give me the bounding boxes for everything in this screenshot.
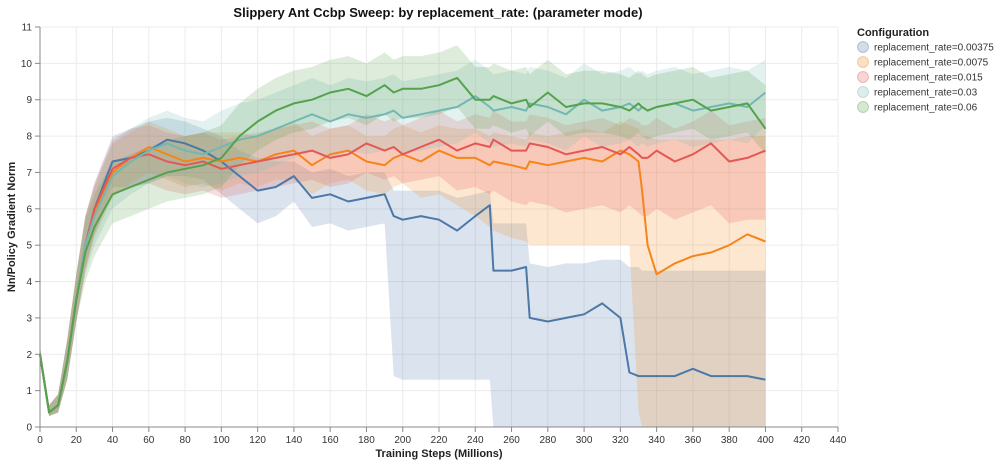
y-tick-label: 1 [26, 386, 32, 397]
x-tick-label: 240 [467, 435, 484, 446]
y-tick-label: 3 [26, 313, 32, 324]
legend-label: replacement_rate=0.015 [874, 73, 983, 84]
x-tick-label: 340 [648, 435, 665, 446]
x-tick-label: 420 [793, 435, 810, 446]
x-tick-label: 20 [71, 435, 83, 446]
x-tick-label: 300 [576, 435, 593, 446]
x-axis-title: Training Steps (Millions) [375, 448, 502, 460]
y-tick-label: 11 [22, 23, 33, 34]
series-lines [39, 76, 767, 414]
y-axis-title: Nn/Policy Gradient Norm [6, 162, 18, 292]
y-tick-label: 9 [26, 95, 32, 106]
x-ticks: 0 20 40 60 80 100 120 140 160 180 200 220 240 260 280 3… [37, 427, 847, 446]
x-tick-label: 260 [503, 435, 520, 446]
y-tick-label: 7 [26, 168, 32, 179]
band-series-1 [40, 117, 766, 428]
x-tick-label: 280 [539, 435, 556, 446]
legend-label: replacement_rate=0.00375 [874, 43, 994, 54]
line-series-2 [39, 146, 766, 414]
x-tick-label: 0 [37, 435, 43, 446]
x-tick-label: 120 [249, 435, 266, 446]
legend-label: replacement_rate=0.06 [874, 103, 978, 114]
grid [39, 26, 839, 428]
legend-swatch [857, 41, 869, 53]
line-series-5 [39, 76, 767, 414]
y-tick-label: 2 [26, 350, 32, 361]
x-tick-label: 80 [180, 435, 192, 446]
legend-swatch [857, 101, 869, 113]
x-tick-label: 380 [721, 435, 738, 446]
y-tick-label: 6 [26, 204, 32, 215]
legend-label: replacement_rate=0.03 [874, 88, 978, 99]
legend-swatch [857, 56, 869, 68]
y-tick-label: 4 [26, 277, 32, 288]
x-tick-label: 160 [322, 435, 339, 446]
band-series-2 [40, 121, 766, 427]
x-tick-label: 440 [830, 435, 847, 446]
legend-label: replacement_rate=0.0075 [874, 58, 989, 69]
y-tick-label: 0 [26, 423, 32, 434]
legend: Configuration replacement_rate=0.00375re… [857, 27, 994, 114]
legend-swatch [857, 71, 869, 83]
x-tick-label: 200 [394, 435, 411, 446]
band-series-4 [40, 59, 766, 417]
x-tick-label: 220 [431, 435, 448, 446]
x-tick-label: 360 [685, 435, 702, 446]
y-ticks: 0 1 2 3 4 5 6 7 8 9 10 11 [21, 23, 40, 434]
y-tick-label: 5 [26, 241, 32, 252]
x-tick-label: 100 [213, 435, 230, 446]
band-series-5 [40, 45, 766, 417]
x-tick-label: 60 [143, 435, 155, 446]
x-tick-label: 180 [358, 435, 375, 446]
confidence-bands [40, 45, 766, 428]
chart-title: Slippery Ant Ccbp Sweep: by replacement_… [233, 5, 642, 20]
x-tick-label: 40 [107, 435, 119, 446]
band-series-3 [40, 110, 766, 417]
x-tick-label: 400 [757, 435, 774, 446]
y-tick-label: 8 [26, 132, 32, 143]
x-tick-label: 320 [612, 435, 629, 446]
legend-title: Configuration [857, 27, 929, 39]
x-tick-label: 140 [286, 435, 303, 446]
legend-swatch [857, 86, 869, 98]
line-series-3 [39, 138, 766, 414]
y-tick-label: 10 [21, 59, 33, 70]
